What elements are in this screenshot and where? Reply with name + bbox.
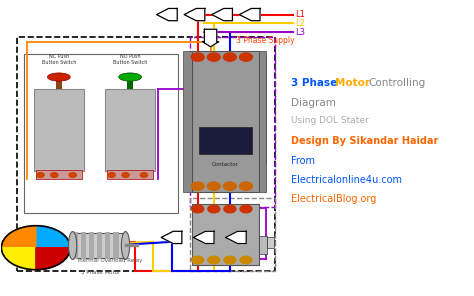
Circle shape <box>207 182 220 190</box>
Bar <box>190 198 275 271</box>
Bar <box>192 204 259 265</box>
Circle shape <box>122 173 129 177</box>
Text: Using DOL Stater: Using DOL Stater <box>291 116 369 125</box>
Bar <box>113 231 118 259</box>
Circle shape <box>223 53 237 61</box>
Bar <box>267 237 274 248</box>
Bar <box>36 170 82 179</box>
Bar <box>73 231 78 259</box>
Bar <box>97 231 102 259</box>
Circle shape <box>191 256 204 264</box>
Text: Diagram: Diagram <box>291 98 336 107</box>
Bar <box>105 89 155 171</box>
Circle shape <box>191 182 204 190</box>
Circle shape <box>191 53 204 61</box>
Polygon shape <box>226 231 246 244</box>
Bar <box>183 51 192 192</box>
Bar <box>190 37 275 207</box>
Bar <box>259 51 266 192</box>
Wedge shape <box>36 248 70 270</box>
Ellipse shape <box>121 231 130 259</box>
Circle shape <box>191 205 204 213</box>
Text: NO Push
Button Switch: NO Push Button Switch <box>113 54 147 65</box>
Text: L2: L2 <box>295 19 305 28</box>
Circle shape <box>51 173 58 177</box>
Circle shape <box>37 173 44 177</box>
Bar <box>56 80 62 89</box>
Text: NC Push
Button Switch: NC Push Button Switch <box>42 54 76 65</box>
Text: 3 Phase: 3 Phase <box>291 78 341 89</box>
Bar <box>18 37 275 271</box>
Polygon shape <box>161 231 182 244</box>
Bar <box>259 236 267 254</box>
Circle shape <box>108 173 115 177</box>
Text: Electricalonline4u.com: Electricalonline4u.com <box>291 175 402 185</box>
Text: 3 Phase Motor: 3 Phase Motor <box>81 270 120 275</box>
Polygon shape <box>239 9 260 21</box>
Text: Contactor: Contactor <box>212 162 239 167</box>
Bar <box>34 89 84 171</box>
Circle shape <box>224 205 236 213</box>
Text: ElectricalBlog.org: ElectricalBlog.org <box>291 194 376 204</box>
Bar <box>107 170 153 179</box>
Bar <box>199 128 252 154</box>
Circle shape <box>240 256 252 264</box>
Bar <box>192 51 259 192</box>
Circle shape <box>69 173 76 177</box>
Polygon shape <box>193 231 214 244</box>
Bar <box>73 233 126 258</box>
Polygon shape <box>156 9 177 21</box>
Bar <box>24 54 178 213</box>
Circle shape <box>224 256 236 264</box>
Circle shape <box>208 205 220 213</box>
Text: From: From <box>291 156 315 166</box>
Bar <box>105 231 110 259</box>
Circle shape <box>140 173 147 177</box>
Circle shape <box>207 53 220 61</box>
Circle shape <box>240 205 252 213</box>
Text: 3 Phase Supply: 3 Phase Supply <box>237 36 295 46</box>
Bar <box>81 231 86 259</box>
Text: L1: L1 <box>295 10 305 19</box>
Polygon shape <box>202 29 219 47</box>
Text: L3: L3 <box>295 28 305 37</box>
Circle shape <box>223 182 237 190</box>
Bar <box>89 231 94 259</box>
Text: Design By Sikandar Haidar: Design By Sikandar Haidar <box>291 136 438 146</box>
Text: Thermal Overload Relay: Thermal Overload Relay <box>76 258 143 263</box>
Circle shape <box>239 53 253 61</box>
Text: Controlling: Controlling <box>368 78 426 89</box>
Circle shape <box>208 256 220 264</box>
Polygon shape <box>184 9 205 21</box>
Text: Motor: Motor <box>335 78 374 89</box>
Wedge shape <box>1 248 36 270</box>
Ellipse shape <box>47 73 70 81</box>
Wedge shape <box>36 226 70 248</box>
Bar <box>127 80 133 89</box>
Polygon shape <box>212 9 232 21</box>
Ellipse shape <box>119 73 142 81</box>
Wedge shape <box>1 226 36 248</box>
Circle shape <box>239 182 253 190</box>
Ellipse shape <box>69 231 77 259</box>
